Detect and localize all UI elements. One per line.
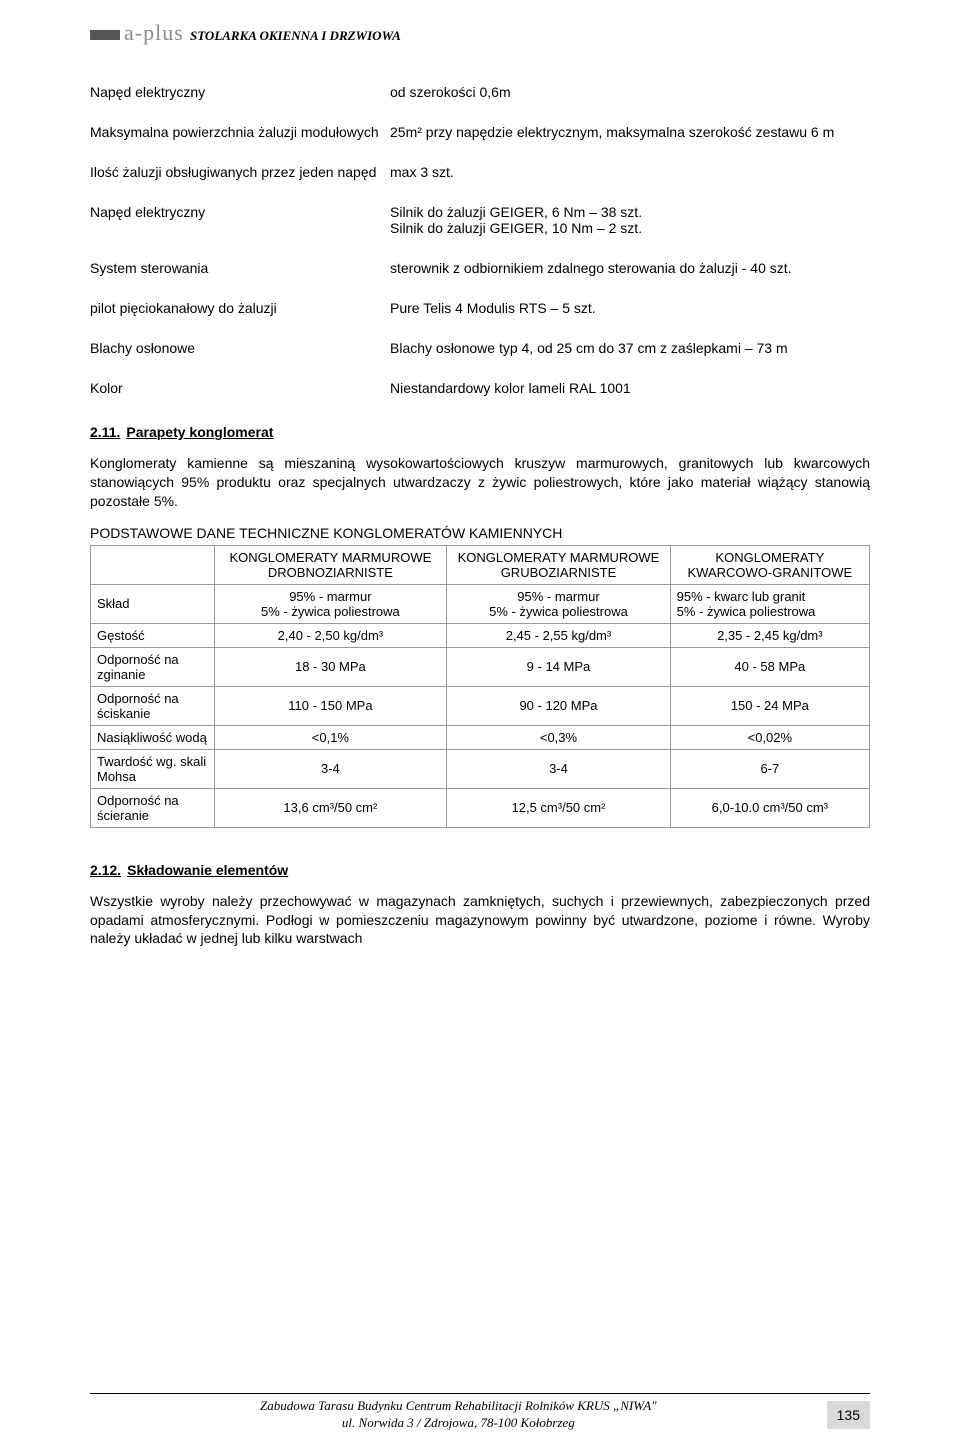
spec-value: Blachy osłonowe typ 4, od 25 cm do 37 cm… <box>390 340 870 356</box>
spec-value: Silnik do żaluzji GEIGER, 6 Nm – 38 szt.… <box>390 204 870 236</box>
cell: 13,6 cm³/50 cm² <box>214 788 447 827</box>
cell: 95% - marmur 5% - żywica poliestrowa <box>447 584 670 623</box>
cell: 2,45 - 2,55 kg/dm³ <box>447 623 670 647</box>
spec-label: pilot pięciokanałowy do żaluzji <box>90 300 390 316</box>
logo-bars-icon <box>90 30 120 40</box>
section-211-paragraph: Konglomeraty kamienne są mieszaniną wyso… <box>90 454 870 511</box>
cell: Gęstość <box>91 623 215 647</box>
spec-row: Napęd elektryczny Silnik do żaluzji GEIG… <box>90 204 870 236</box>
cell: Odporność na ścieranie <box>91 788 215 827</box>
table-row: Twardość wg. skali Mohsa 3-4 3-4 6-7 <box>91 749 870 788</box>
spec-label: Blachy osłonowe <box>90 340 390 356</box>
spec-row: Blachy osłonowe Blachy osłonowe typ 4, o… <box>90 340 870 356</box>
spec-value: sterownik z odbiornikiem zdalnego sterow… <box>390 260 870 276</box>
page-footer: Zabudowa Tarasu Budynku Centrum Rehabili… <box>90 1393 870 1432</box>
cell: <0,02% <box>670 725 869 749</box>
footer-line2: ul. Norwida 3 / Zdrojowa, 78-100 Kołobrz… <box>342 1415 575 1430</box>
spec-label: Napęd elektryczny <box>90 204 390 236</box>
th-col2: KONGLOMERATY MARMUROWE GRUBOZIARNISTE <box>447 545 670 584</box>
spec-label: System sterowania <box>90 260 390 276</box>
spec-row: System sterowania sterownik z odbiorniki… <box>90 260 870 276</box>
spec-label: Kolor <box>90 380 390 396</box>
cell: 3-4 <box>447 749 670 788</box>
table-row: Gęstość 2,40 - 2,50 kg/dm³ 2,45 - 2,55 k… <box>91 623 870 647</box>
spec-row: Kolor Niestandardowy kolor lameli RAL 10… <box>90 380 870 396</box>
spec-value: 25m² przy napędzie elektrycznym, maksyma… <box>390 124 870 140</box>
logo-text: a-plus <box>124 20 184 45</box>
table-title: PODSTAWOWE DANE TECHNICZNE KONGLOMERATÓW… <box>90 525 870 541</box>
cell: Skład <box>91 584 215 623</box>
table-row: Odporność na ściskanie 110 - 150 MPa 90 … <box>91 686 870 725</box>
spec-label: Maksymalna powierzchnia żaluzji modułowy… <box>90 124 390 140</box>
cell: 90 - 120 MPa <box>447 686 670 725</box>
header-subtitle: STOLARKA OKIENNA I DRZWIOWA <box>190 28 870 44</box>
spec-value: Pure Telis 4 Modulis RTS – 5 szt. <box>390 300 870 316</box>
table-row: Skład 95% - marmur 5% - żywica poliestro… <box>91 584 870 623</box>
cell: 6-7 <box>670 749 869 788</box>
section-heading-212: 2.12. Składowanie elementów <box>90 862 870 878</box>
cell: Odporność na ściskanie <box>91 686 215 725</box>
cell: 9 - 14 MPa <box>447 647 670 686</box>
table-row: Odporność na zginanie 18 - 30 MPa 9 - 14… <box>91 647 870 686</box>
cell: 6,0-10.0 cm³/50 cm³ <box>670 788 869 827</box>
section-heading-211: 2.11. Parapety konglomerat <box>90 424 870 440</box>
cell: 2,40 - 2,50 kg/dm³ <box>214 623 447 647</box>
th-empty <box>91 545 215 584</box>
cell: 18 - 30 MPa <box>214 647 447 686</box>
spec-list: Napęd elektryczny od szerokości 0,6m Mak… <box>90 84 870 396</box>
section-num: 2.12. <box>90 862 121 878</box>
table-header-row: KONGLOMERATY MARMUROWE DROBNOZIARNISTE K… <box>91 545 870 584</box>
cell: 150 - 24 MPa <box>670 686 869 725</box>
spec-label: Napęd elektryczny <box>90 84 390 100</box>
table-row: Odporność na ścieranie 13,6 cm³/50 cm² 1… <box>91 788 870 827</box>
footer-text: Zabudowa Tarasu Budynku Centrum Rehabili… <box>90 1398 827 1432</box>
section-title: Składowanie elementów <box>127 862 288 878</box>
page-number: 135 <box>827 1401 870 1429</box>
table-row: Nasiąkliwość wodą <0,1% <0,3% <0,02% <box>91 725 870 749</box>
cell: 110 - 150 MPa <box>214 686 447 725</box>
cell: Twardość wg. skali Mohsa <box>91 749 215 788</box>
cell: Odporność na zginanie <box>91 647 215 686</box>
spec-row: Napęd elektryczny od szerokości 0,6m <box>90 84 870 100</box>
spec-row: Maksymalna powierzchnia żaluzji modułowy… <box>90 124 870 140</box>
th-col1: KONGLOMERATY MARMUROWE DROBNOZIARNISTE <box>214 545 447 584</box>
footer-line1: Zabudowa Tarasu Budynku Centrum Rehabili… <box>260 1398 657 1413</box>
table-body: Skład 95% - marmur 5% - żywica poliestro… <box>91 584 870 827</box>
spec-row: Ilość żaluzji obsługiwanych przez jeden … <box>90 164 870 180</box>
spec-label: Ilość żaluzji obsługiwanych przez jeden … <box>90 164 390 180</box>
cell: <0,1% <box>214 725 447 749</box>
cell: 12,5 cm³/50 cm² <box>447 788 670 827</box>
cell: 40 - 58 MPa <box>670 647 869 686</box>
footer-divider <box>90 1393 870 1394</box>
section-num: 2.11. <box>90 424 120 440</box>
cell: 2,35 - 2,45 kg/dm³ <box>670 623 869 647</box>
spec-value: od szerokości 0,6m <box>390 84 870 100</box>
cell: 3-4 <box>214 749 447 788</box>
th-col3: KONGLOMERATY KWARCOWO-GRANITOWE <box>670 545 869 584</box>
cell: 95% - marmur 5% - żywica poliestrowa <box>214 584 447 623</box>
spec-row: pilot pięciokanałowy do żaluzji Pure Tel… <box>90 300 870 316</box>
spec-value: Niestandardowy kolor lameli RAL 1001 <box>390 380 870 396</box>
cell: 95% - kwarc lub granit 5% - żywica polie… <box>670 584 869 623</box>
spec-value: max 3 szt. <box>390 164 870 180</box>
konglomerat-table: KONGLOMERATY MARMUROWE DROBNOZIARNISTE K… <box>90 545 870 828</box>
cell: <0,3% <box>447 725 670 749</box>
section-title: Parapety konglomerat <box>126 424 273 440</box>
section-212-paragraph: Wszystkie wyroby należy przechowywać w m… <box>90 892 870 949</box>
cell: Nasiąkliwość wodą <box>91 725 215 749</box>
